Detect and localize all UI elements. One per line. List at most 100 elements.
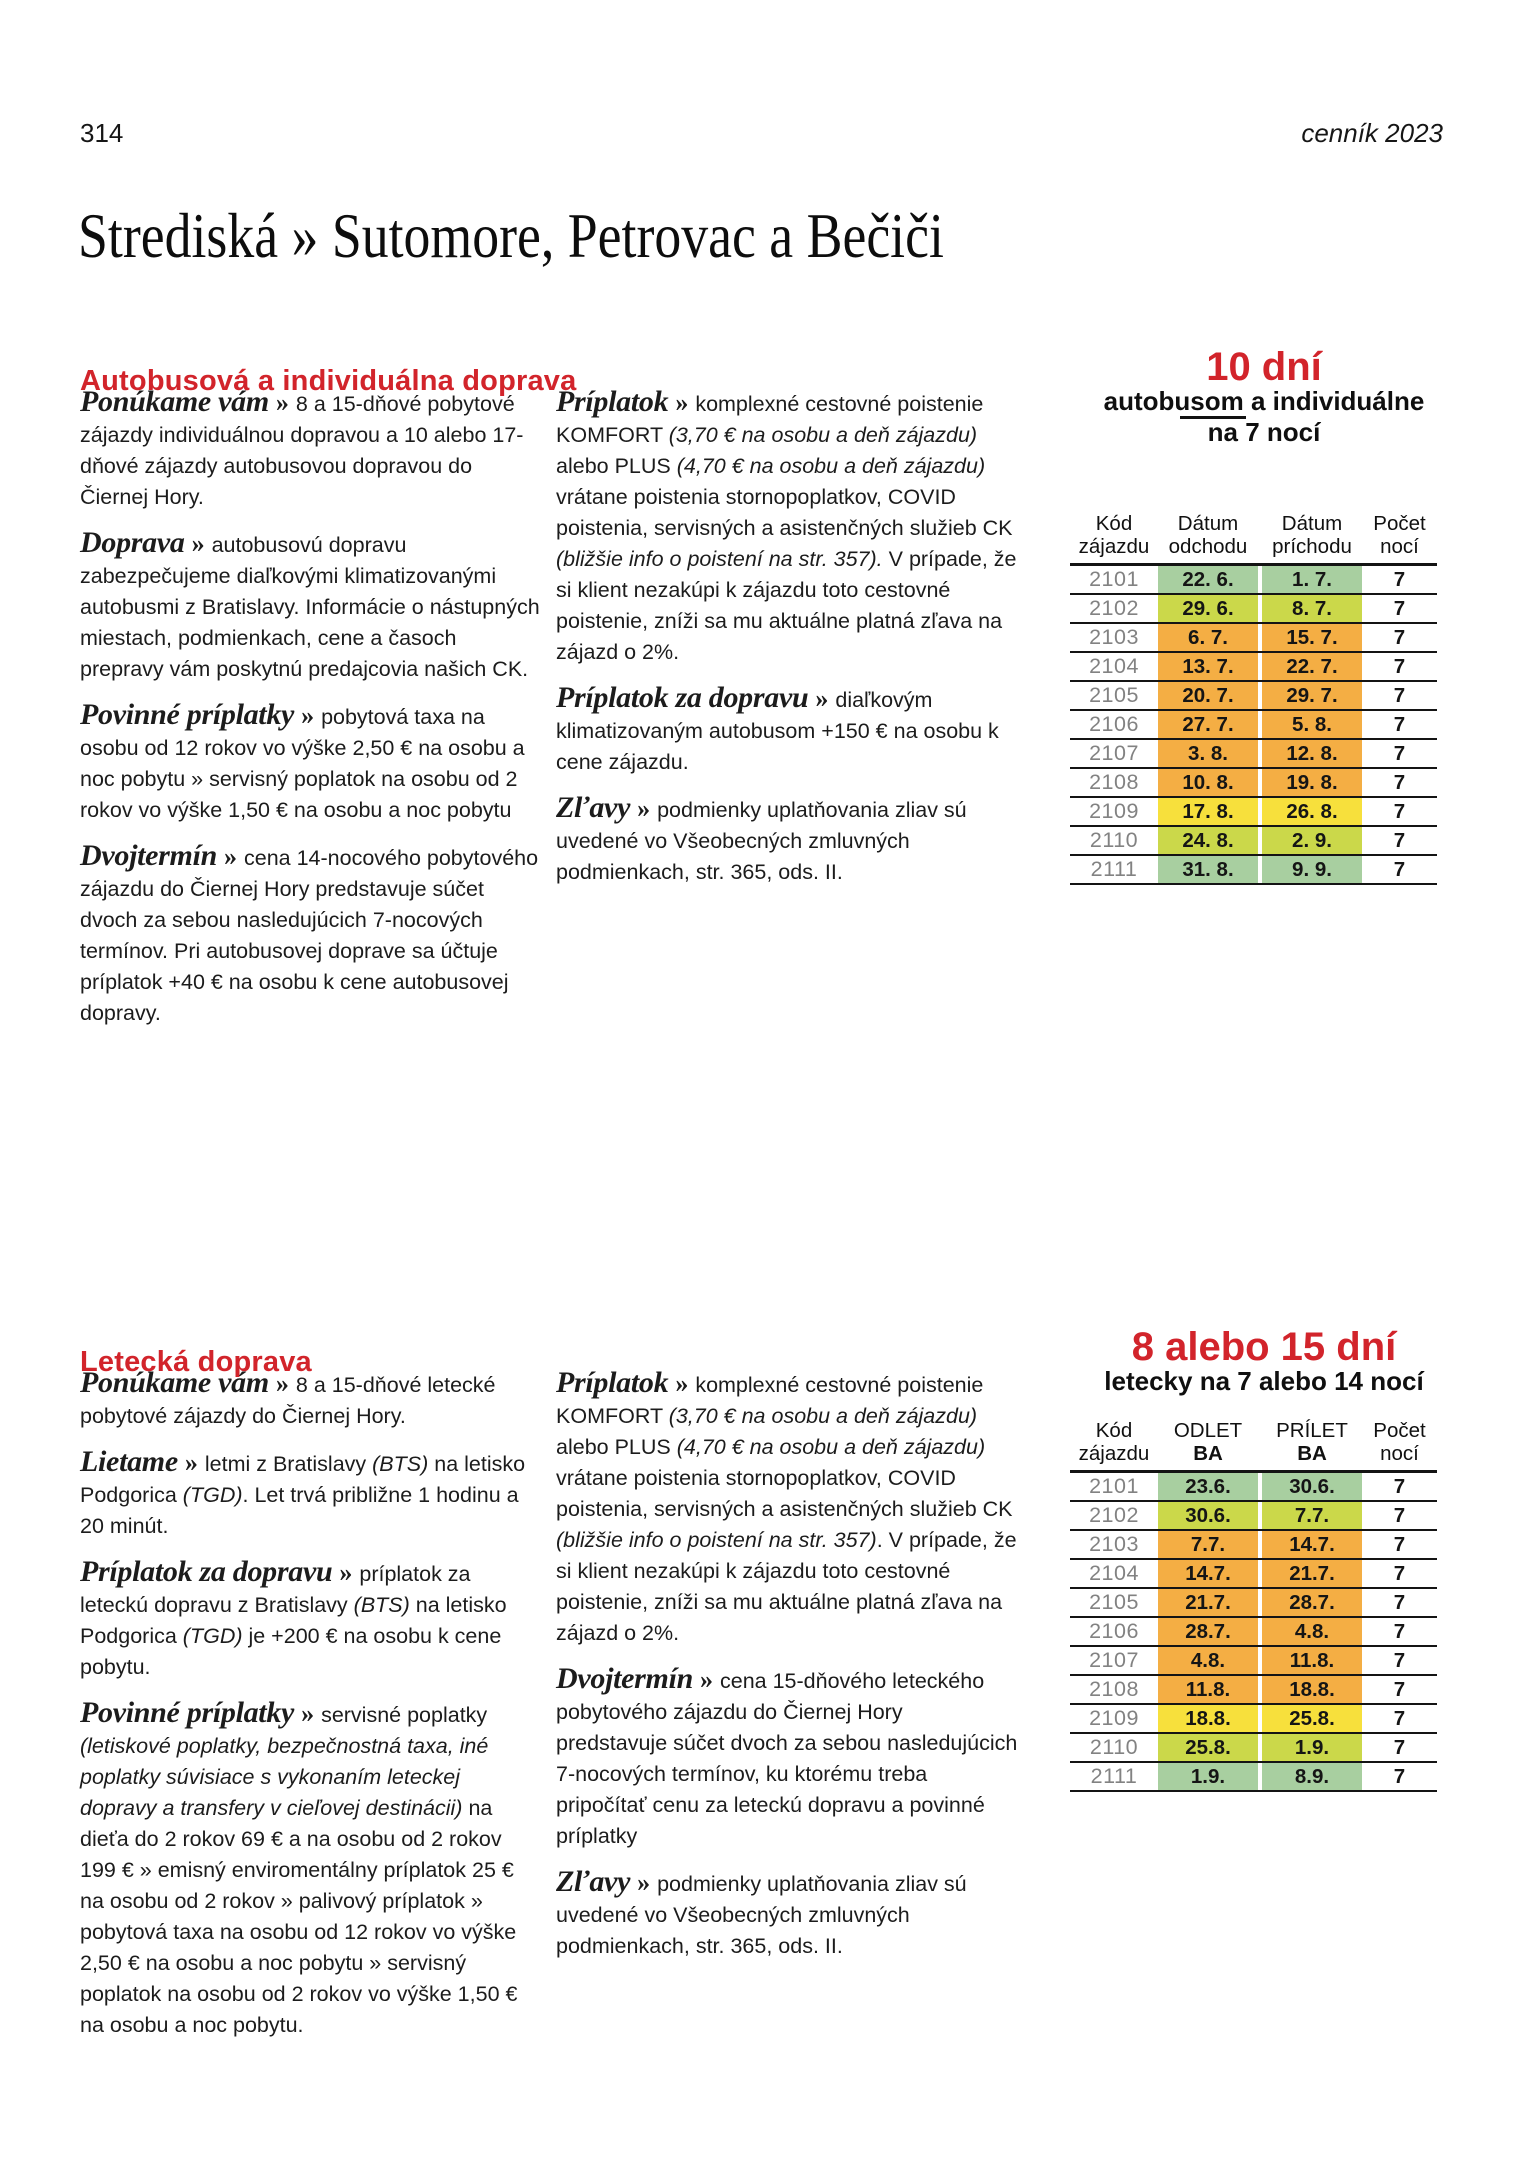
- departure-date-cell: 14.7.: [1158, 1560, 1258, 1587]
- arrival-date-cell: 9. 9.: [1262, 856, 1362, 883]
- column-header: PRÍLET BA: [1262, 1419, 1362, 1465]
- nights-cell: 7: [1393, 799, 1406, 823]
- text-segment: cena 15-dňového leteckého pobytového záj…: [556, 1669, 1018, 1848]
- paragraph: Povinné príplatky» servisné poplatky (let…: [80, 1697, 542, 2041]
- paragraph: Príplatok za dopravu» príplatok za leteck…: [80, 1556, 542, 1683]
- cell-gap: [1258, 624, 1262, 651]
- page-title: Strediská » Sutomore, Petrovac a Bečiči: [78, 199, 944, 271]
- departure-date-cell: 20. 7.: [1158, 682, 1258, 709]
- arrival-date-cell: 12. 8.: [1262, 740, 1362, 767]
- arrival-date-cell: 29. 7.: [1262, 682, 1362, 709]
- section1-column2: Príplatok» komplexné cestovné poistenie K…: [556, 386, 1018, 902]
- text-segment: (4,70 € na osobu a deň zájazdu): [676, 1435, 986, 1459]
- guillemet-separator: »: [815, 684, 829, 713]
- nights-cell: 7: [1393, 1561, 1406, 1585]
- table-row: 2107 4.8. 11.8. 7: [1070, 1647, 1437, 1676]
- bus-panel: 10 dní autobusom a individuálne na 7 noc…: [1068, 346, 1460, 885]
- text-segment: podmienky uplatňovania zliav sú uvedené …: [556, 1872, 967, 1958]
- guillemet-separator: »: [224, 842, 237, 871]
- edition-label: cenník 2023: [1301, 118, 1443, 148]
- nights-cell: 7: [1393, 1648, 1406, 1672]
- tour-code-cell: 2110: [1089, 828, 1139, 852]
- paragraph: Povinné príplatky» pobytová taxa na osobu…: [80, 699, 542, 826]
- cell-gap: [1258, 1589, 1262, 1616]
- tour-code-cell: 2108: [1089, 1677, 1139, 1701]
- text-segment: 8 a 15-dňové letecké pobytové zájazdy do…: [80, 1373, 496, 1428]
- section-heading-air: Letecká doprava: [80, 1346, 312, 1379]
- arrival-date-cell: 11.8.: [1262, 1647, 1362, 1674]
- guillemet-separator: »: [675, 388, 689, 417]
- text-segment: na letisko Podgorica: [80, 1593, 507, 1648]
- column-header-line2: zájazdu: [1078, 1442, 1150, 1465]
- cell-gap: [1258, 1676, 1262, 1703]
- departure-date-cell: 24. 8.: [1158, 827, 1258, 854]
- text-segment: 8 a 15-dňové pobytové zájazdy individuál…: [80, 392, 524, 509]
- text-segment: (4,70 € na osobu a deň zájazdu): [676, 454, 986, 478]
- table-row: 2102 30.6. 7.7. 7: [1070, 1502, 1437, 1531]
- cell-gap: [1258, 1560, 1262, 1587]
- departure-date-cell: 18.8.: [1158, 1705, 1258, 1732]
- text-segment: . Let trvá približne 1 hodinu a 20 minút…: [80, 1483, 519, 1538]
- arrival-date-cell: 21.7.: [1262, 1560, 1362, 1587]
- tour-code-cell: 2103: [1089, 625, 1139, 649]
- column-header: Kód zájazdu: [1070, 1419, 1158, 1465]
- section1-column1: Ponúkame vám» 8 a 15-dňové pobytové zájaz…: [80, 386, 542, 1043]
- column-header-line2: príchodu: [1272, 535, 1352, 558]
- guillemet-separator: »: [275, 1369, 289, 1398]
- run-in-heading: Zľavy: [556, 791, 631, 824]
- text-segment: autobusovú dopravu zabezpečujeme diaľkov…: [80, 533, 540, 681]
- run-in-heading: Povinné príplatky: [80, 1696, 295, 1729]
- departure-date-cell: 22. 6.: [1158, 566, 1258, 593]
- tour-code-cell: 2106: [1089, 1619, 1139, 1643]
- table-row: 2110 25.8. 1.9. 7: [1070, 1734, 1437, 1763]
- text-segment: (BTS): [372, 1452, 429, 1476]
- nights-cell: 7: [1393, 625, 1406, 649]
- text-segment: na dieťa do 2 rokov 69 € a na osobu od 2…: [80, 1796, 518, 2037]
- departure-date-cell: 7.7.: [1158, 1531, 1258, 1558]
- column-header-line1: Kód: [1095, 512, 1133, 535]
- text-segment: alebo PLUS: [556, 1435, 677, 1459]
- arrival-date-cell: 4.8.: [1262, 1618, 1362, 1645]
- table-row: 2106 28.7. 4.8. 7: [1070, 1618, 1437, 1647]
- arrival-date-cell: 28.7.: [1262, 1589, 1362, 1616]
- tour-code-cell: 2111: [1090, 857, 1138, 881]
- run-in-heading: Príplatok za dopravu: [80, 1555, 333, 1588]
- nights-cell: 7: [1393, 1735, 1406, 1759]
- arrival-date-cell: 22. 7.: [1262, 653, 1362, 680]
- departure-date-cell: 25.8.: [1158, 1734, 1258, 1761]
- cell-gap: [1258, 595, 1262, 622]
- run-in-heading: Dvojtermín: [80, 839, 217, 872]
- tour-code-cell: 2102: [1089, 1503, 1139, 1527]
- column-header: Počet nocí: [1362, 512, 1437, 558]
- nights-cell: 7: [1393, 567, 1406, 591]
- tour-code-cell: 2105: [1089, 1590, 1139, 1614]
- cell-gap: [1258, 711, 1262, 738]
- run-in-heading: Príplatok: [556, 385, 669, 418]
- table-row: 2105 20. 7. 29. 7. 7: [1070, 682, 1437, 711]
- cell-gap: [1258, 1502, 1262, 1529]
- table-row: 2101 22. 6. 1. 7. 7: [1070, 566, 1437, 595]
- column-header-line2: nocí: [1380, 1442, 1419, 1465]
- guillemet-separator: »: [339, 1558, 353, 1587]
- paragraph: Príplatok» komplexné cestovné poistenie K…: [556, 1367, 1018, 1649]
- tour-code-cell: 2106: [1089, 712, 1139, 736]
- text-segment: (3,70 € na osobu a deň zájazdu): [668, 1404, 978, 1428]
- nights-cell: 7: [1393, 596, 1406, 620]
- text-segment: (BTS): [353, 1593, 410, 1617]
- arrival-date-cell: 25.8.: [1262, 1705, 1362, 1732]
- departure-date-cell: 3. 8.: [1158, 740, 1258, 767]
- table-row: 2107 3. 8. 12. 8. 7: [1070, 740, 1437, 769]
- departure-date-cell: 1.9.: [1158, 1763, 1258, 1790]
- panel1-subtitle-line2: na 7 nocí: [1207, 417, 1321, 447]
- run-in-heading: Lietame: [80, 1445, 178, 1478]
- nights-cell: 7: [1393, 770, 1406, 794]
- cell-gap: [1258, 769, 1262, 796]
- table-row: 2104 14.7. 21.7. 7: [1070, 1560, 1437, 1589]
- table-row: 2110 24. 8. 2. 9. 7: [1070, 827, 1437, 856]
- departure-date-cell: 6. 7.: [1158, 624, 1258, 651]
- subtitle-underline: [1180, 416, 1246, 419]
- arrival-date-cell: 1. 7.: [1262, 566, 1362, 593]
- nights-cell: 7: [1393, 1532, 1406, 1556]
- nights-cell: 7: [1393, 1677, 1406, 1701]
